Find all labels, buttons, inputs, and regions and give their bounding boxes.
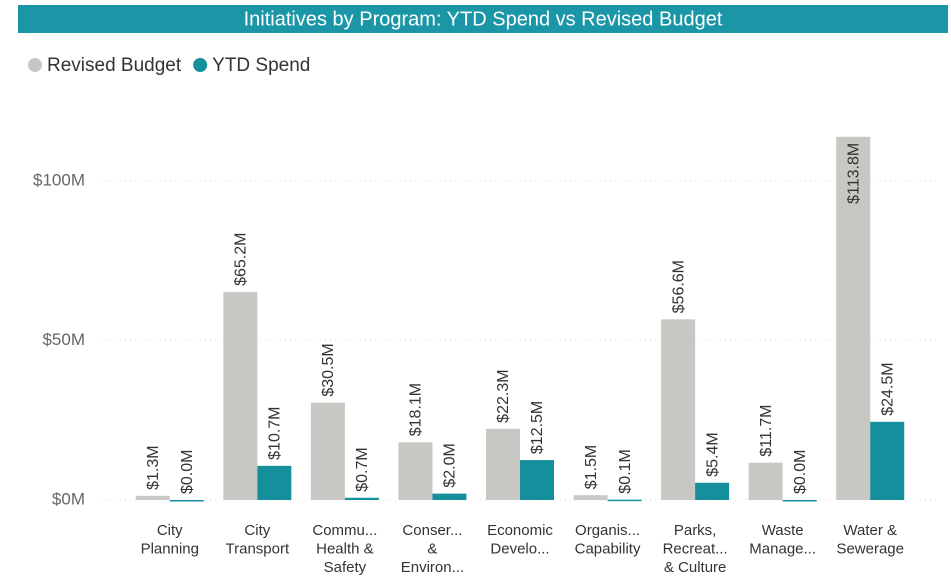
data-label: $1.5M	[583, 445, 600, 489]
bar	[748, 462, 783, 500]
bar	[607, 499, 642, 502]
y-tick-label: $0M	[52, 489, 85, 508]
x-tick-label: Water &	[843, 522, 897, 539]
data-label: $0.0M	[792, 450, 809, 494]
x-tick-label: Commu...	[312, 522, 377, 539]
data-label: $56.6M	[670, 260, 687, 313]
x-tick-label: Waste	[762, 522, 804, 539]
data-label: $18.1M	[408, 383, 425, 436]
chart-title: Initiatives by Program: YTD Spend vs Rev…	[244, 8, 723, 30]
data-label: $0.0M	[179, 450, 196, 494]
bar	[520, 460, 554, 500]
bar	[398, 442, 433, 500]
x-tick-label: &	[427, 540, 437, 557]
data-label: $22.3M	[495, 369, 512, 422]
x-tick-label: Sewerage	[836, 540, 904, 557]
x-tick-label: Capability	[575, 540, 641, 557]
x-tick-label: City	[244, 522, 270, 539]
x-tick-label: City	[157, 522, 183, 539]
x-tick-label: Planning	[141, 540, 199, 557]
bar	[135, 495, 170, 500]
data-label: $65.2M	[233, 233, 250, 286]
bar	[257, 465, 292, 500]
x-tick-label: Manage...	[749, 540, 816, 557]
bar	[870, 421, 905, 500]
legend-marker	[193, 58, 208, 72]
bar	[169, 500, 204, 502]
bar	[695, 482, 730, 500]
data-label: $24.5M	[879, 362, 896, 415]
x-tick-label: Develo...	[490, 540, 549, 557]
bar	[344, 497, 379, 500]
title-bar	[18, 5, 948, 33]
legend-marker	[28, 58, 42, 72]
data-label: $1.3M	[145, 445, 162, 489]
x-tick-label: Safety	[324, 559, 367, 576]
bar	[782, 500, 817, 502]
x-tick-label: Health &	[316, 540, 374, 557]
legend-label: Revised Budget	[47, 55, 182, 76]
y-tick-label: $50M	[42, 330, 85, 349]
data-label: $11.7M	[758, 404, 775, 456]
x-tick-label: Conser...	[402, 522, 462, 539]
bar	[486, 428, 520, 500]
y-tick-label: $100M	[33, 170, 85, 189]
bar	[661, 319, 696, 500]
data-label: $0.7M	[354, 447, 371, 491]
x-tick-label: Organis...	[575, 522, 640, 539]
x-tick-label: Recreat...	[663, 540, 728, 557]
data-label: $10.7M	[267, 406, 284, 459]
data-label: $12.5M	[529, 401, 546, 454]
data-label: $0.1M	[617, 449, 634, 493]
bar	[432, 493, 467, 500]
legend-label: YTD Spend	[212, 55, 310, 76]
bar	[223, 291, 258, 500]
x-tick-label: Parks,	[674, 522, 717, 539]
bar	[310, 402, 345, 500]
data-label: $113.8M	[845, 143, 862, 204]
data-label: $30.5M	[320, 343, 337, 396]
x-tick-label: Transport	[226, 540, 290, 557]
x-tick-label: Environ...	[401, 559, 464, 576]
bar	[836, 136, 871, 500]
x-tick-label: & Culture	[664, 559, 727, 576]
data-label: $5.4M	[704, 432, 721, 476]
data-label: $2.0M	[442, 443, 459, 487]
bar	[573, 495, 608, 500]
x-tick-label: Economic	[487, 522, 553, 539]
